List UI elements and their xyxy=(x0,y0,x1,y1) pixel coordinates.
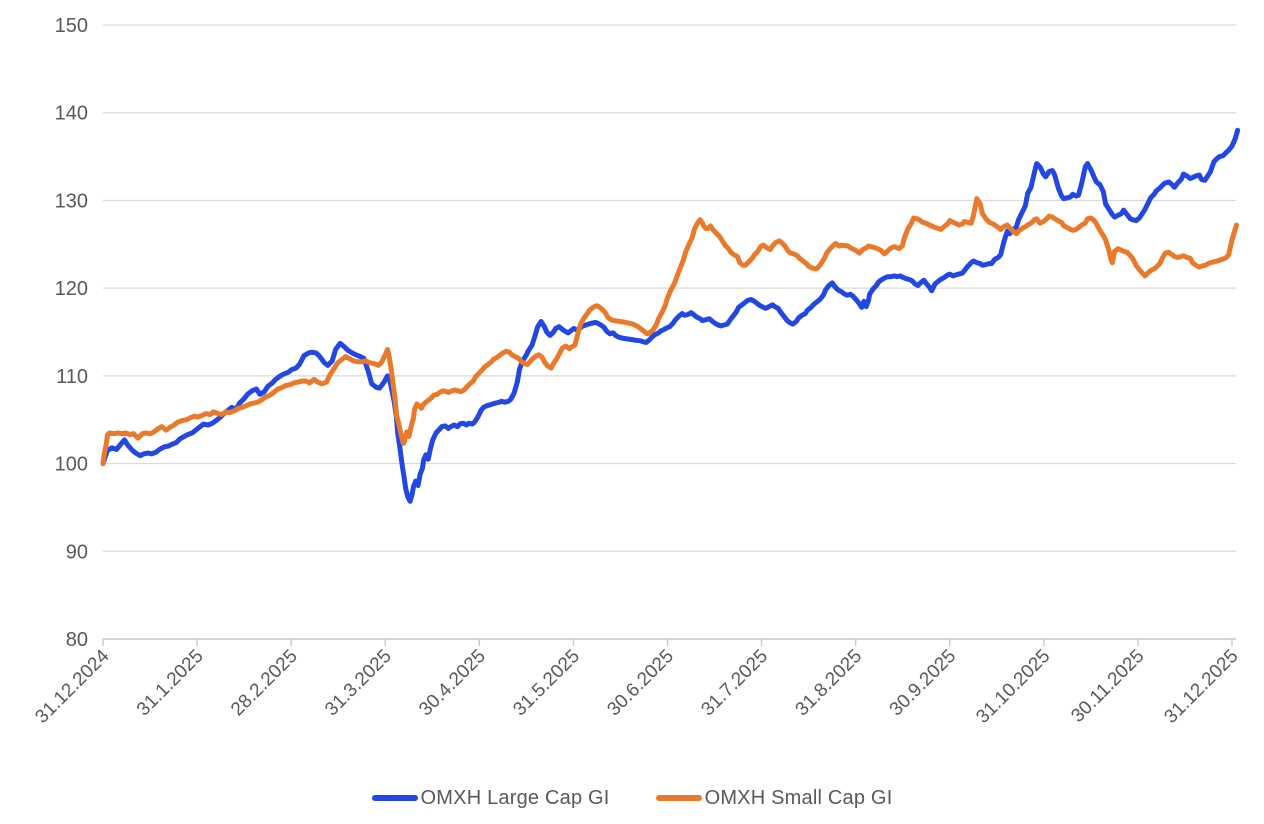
legend-item-small-cap: OMXH Small Cap GI xyxy=(655,786,893,810)
x-axis-tick-label: 31.8.2025 xyxy=(792,646,867,721)
x-axis-tick-label: 31.7.2025 xyxy=(697,646,772,721)
y-axis-tick-label: 130 xyxy=(55,190,88,212)
y-axis-tick-label: 120 xyxy=(55,278,88,300)
y-axis-tick-label: 140 xyxy=(55,103,88,125)
y-axis-tick-label: 110 xyxy=(56,366,88,388)
legend-item-large-cap: OMXH Large Cap GI xyxy=(371,786,610,810)
x-axis-tick-label: 30.11.2025 xyxy=(1067,646,1148,727)
x-axis-tick-label: 28.2.2025 xyxy=(227,646,302,721)
x-axis-tick-label: 31.3.2025 xyxy=(321,646,396,721)
x-axis-tick-label: 30.6.2025 xyxy=(603,646,678,721)
legend-line-swatch-orange xyxy=(655,795,702,801)
y-axis-tick-label: 100 xyxy=(55,454,88,476)
y-axis-tick-label: 150 xyxy=(55,15,88,37)
legend-label-small-cap: OMXH Small Cap GI xyxy=(704,786,893,809)
y-axis-tick-label: 90 xyxy=(66,541,88,563)
series-line-small-cap xyxy=(100,196,1239,467)
x-axis-tick-label: 31.5.2025 xyxy=(509,646,584,721)
x-axis-tick-label: 30.9.2025 xyxy=(886,646,961,721)
chart-legend: OMXH Large Cap GI OMXH Small Cap GI xyxy=(0,783,1264,813)
legend-line-swatch-blue xyxy=(371,795,418,801)
series-line-large-cap xyxy=(100,127,1241,504)
x-axis-tick-label: 31.12.2024 xyxy=(31,645,113,727)
legend-label-large-cap: OMXH Large Cap GI xyxy=(420,786,610,809)
x-axis-tick-label: 31.10.2025 xyxy=(972,646,1054,728)
x-axis-tick-label: 31.12.2025 xyxy=(1160,646,1242,728)
x-axis-tick-label: 31.1.2025 xyxy=(133,646,208,721)
y-axis-tick-label: 80 xyxy=(66,629,88,651)
x-axis-tick-label: 30.4.2025 xyxy=(415,646,490,721)
